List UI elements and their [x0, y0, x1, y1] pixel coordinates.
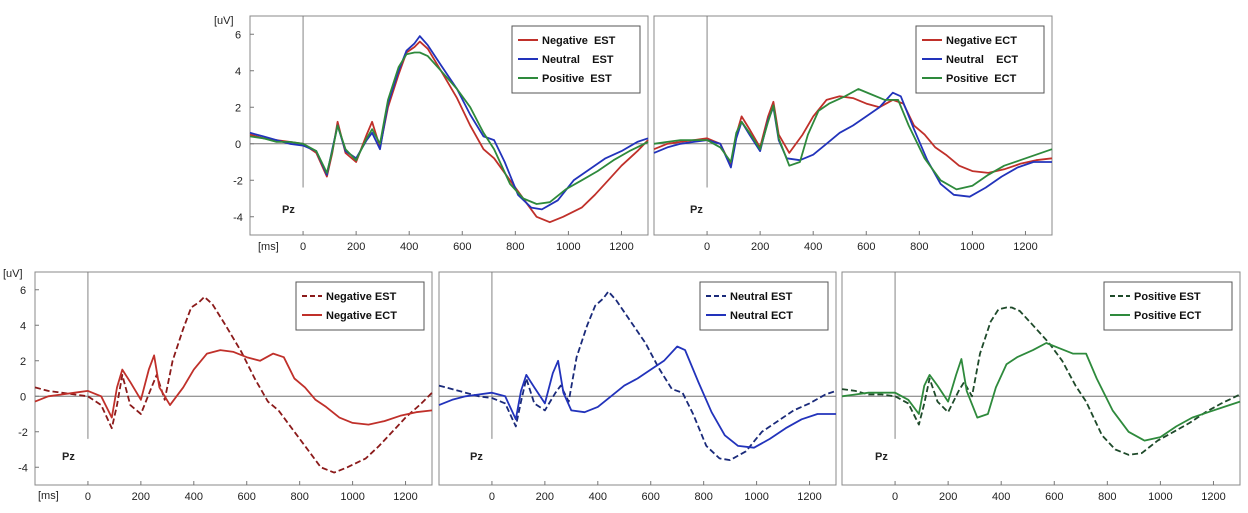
legend: Neutral EST Neutral ECT [699, 281, 829, 331]
x-tick-label: 200 [132, 491, 150, 503]
legend: Negative ECT Neutral ECT Positive ECT [915, 25, 1045, 94]
x-tick-label: 800 [694, 491, 712, 503]
panel-top-left: -4 -2 0 2 4 6 0 200 400 600 800 1000 1200 [uV] [ms] Pz N… [214, 15, 649, 253]
series-line [249, 51, 649, 205]
legend-box [699, 281, 829, 331]
x-unit-label: [ms] [38, 490, 59, 502]
x-tick-label: 1000 [1148, 491, 1172, 503]
y-tick-label: -2 [18, 427, 28, 439]
x-tick-label: 200 [536, 491, 554, 503]
x-tick-label: 600 [238, 491, 256, 503]
series-line [34, 349, 433, 426]
y-tick-label: 4 [235, 66, 241, 78]
legend-label: Negative ECT [326, 310, 397, 322]
x-tick-label: 400 [185, 491, 203, 503]
legend-label: Positive ECT [946, 73, 1017, 85]
legend: Negative EST Neutral EST Positive EST [511, 25, 641, 94]
x-tick-label: 200 [347, 241, 365, 253]
x-tick-label: 1200 [1201, 491, 1225, 503]
x-tick-label: 400 [804, 241, 822, 253]
x-tick-label: 800 [910, 241, 928, 253]
x-tick-label: 800 [290, 491, 308, 503]
x-tick-label: 0 [892, 491, 898, 503]
x-tick-label: 600 [642, 491, 660, 503]
legend-label: Neutral EST [730, 291, 793, 303]
x-tick-label: 400 [589, 491, 607, 503]
x-tick-label: 1200 [1013, 241, 1037, 253]
x-tick-label: 1000 [744, 491, 768, 503]
x-tick-label: 0 [704, 241, 710, 253]
panel-frame [34, 271, 433, 486]
legend-box [1103, 281, 1233, 331]
legend-label: Neutral ECT [946, 54, 1018, 66]
channel-label: Pz [690, 204, 703, 216]
series-line [841, 342, 1241, 442]
panel-bottom-left: -4 -2 0 2 4 6 0 200 400 600 800 1000 1200 [uV] [ms] Pz N… [3, 268, 433, 503]
y-tick-label: 0 [20, 391, 26, 403]
y-unit-label: [uV] [3, 268, 23, 280]
x-tick-label: 600 [857, 241, 875, 253]
y-tick-label: 6 [235, 29, 241, 41]
y-tick-label: 4 [20, 320, 26, 332]
channel-label: Pz [470, 451, 483, 463]
series-line [653, 88, 1053, 191]
legend-label: Negative EST [542, 35, 616, 47]
legend-label: Positive EST [542, 73, 612, 85]
x-tick-label: 1200 [609, 241, 633, 253]
y-tick-label: 6 [20, 285, 26, 297]
x-tick-label: 0 [300, 241, 306, 253]
series-line [438, 345, 836, 449]
y-tick-label: -2 [233, 175, 243, 187]
legend-label: Positive ECT [1134, 310, 1202, 322]
series-line [438, 290, 837, 461]
panel-top-right: 0 200 400 600 800 1000 1200 Pz Negative ECT Neutr… [653, 15, 1053, 253]
legend: Positive EST Positive ECT [1103, 281, 1233, 331]
y-unit-label: [uV] [214, 15, 234, 27]
x-tick-label: 200 [939, 491, 957, 503]
x-tick-label: 1200 [797, 491, 821, 503]
x-tick-label: 1000 [556, 241, 580, 253]
y-tick-label: -4 [18, 462, 28, 474]
y-tick-label: 0 [235, 139, 241, 151]
series-line [34, 296, 433, 474]
panel-frame [841, 271, 1241, 486]
x-tick-label: 800 [506, 241, 524, 253]
y-tick-label: 2 [235, 102, 241, 114]
x-tick-label: 200 [751, 241, 769, 253]
x-tick-label: 0 [489, 491, 495, 503]
x-unit-label: [ms] [258, 241, 279, 253]
x-tick-label: 1200 [393, 491, 417, 503]
x-tick-label: 600 [1045, 491, 1063, 503]
legend-box [295, 281, 425, 331]
legend: Negative EST Negative ECT [295, 281, 425, 331]
panel-frame [249, 15, 649, 236]
x-tick-label: 0 [85, 491, 91, 503]
series-line [841, 306, 1241, 456]
legend-label: Positive EST [1134, 291, 1201, 303]
y-tick-label: -4 [233, 212, 243, 224]
channel-label: Pz [875, 451, 888, 463]
channel-label: Pz [62, 451, 75, 463]
legend-label: Neutral ECT [730, 310, 793, 322]
x-tick-label: 400 [992, 491, 1010, 503]
panel-frame [653, 15, 1053, 236]
panel-frame [438, 271, 837, 486]
legend-label: Neutral EST [542, 54, 614, 66]
legend-label: Negative ECT [946, 35, 1017, 47]
x-tick-label: 400 [400, 241, 418, 253]
channel-label: Pz [282, 204, 295, 216]
y-tick-label: 2 [20, 356, 26, 368]
legend-label: Negative EST [326, 291, 397, 303]
series-line [653, 95, 1053, 174]
x-tick-label: 600 [453, 241, 471, 253]
x-tick-label: 1000 [340, 491, 364, 503]
x-tick-label: 1000 [960, 241, 984, 253]
x-tick-label: 800 [1098, 491, 1116, 503]
